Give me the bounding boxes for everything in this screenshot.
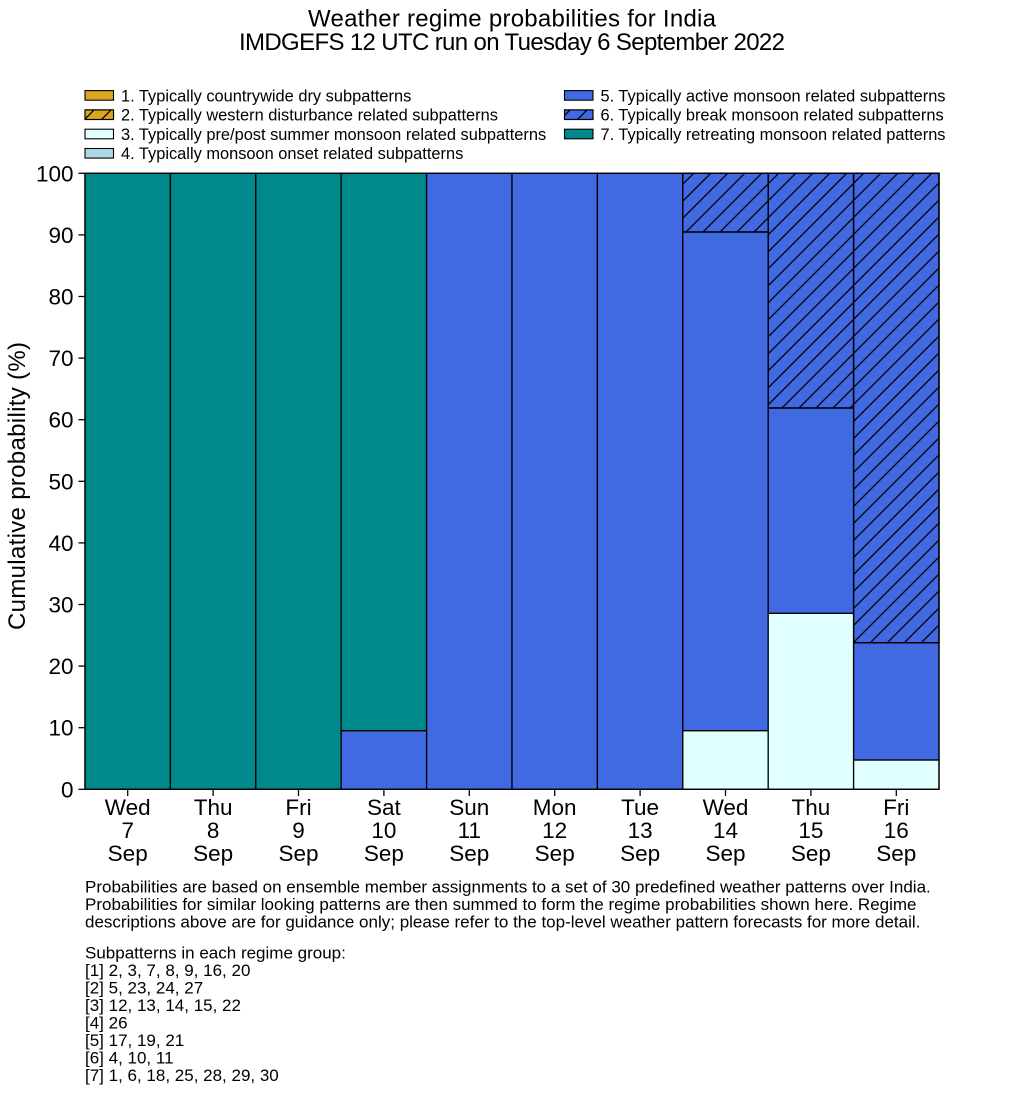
svg-text:Weather regime probabilities f: Weather regime probabilities for India (308, 6, 717, 33)
svg-text:[1] 2, 3, 7, 8, 9, 16, 20: [1] 2, 3, 7, 8, 9, 16, 20 (85, 961, 250, 980)
svg-text:[7] 1, 6, 18, 25, 28, 29, 30: [7] 1, 6, 18, 25, 28, 29, 30 (85, 1066, 279, 1085)
svg-text:8: 8 (207, 818, 220, 843)
svg-text:Sat: Sat (367, 795, 402, 820)
svg-text:50: 50 (48, 469, 73, 494)
svg-text:[4] 26: [4] 26 (85, 1013, 128, 1032)
svg-text:Sep: Sep (791, 841, 831, 866)
svg-text:9: 9 (292, 818, 305, 843)
svg-text:Wed: Wed (703, 795, 749, 820)
svg-text:12: 12 (542, 818, 567, 843)
svg-text:13: 13 (628, 818, 653, 843)
svg-text:Sun: Sun (449, 795, 489, 820)
svg-text:20: 20 (48, 654, 73, 679)
svg-text:30: 30 (48, 593, 73, 618)
svg-text:Fri: Fri (883, 795, 909, 820)
svg-text:14: 14 (713, 818, 738, 843)
svg-text:60: 60 (48, 408, 73, 433)
svg-text:Sep: Sep (535, 841, 575, 866)
svg-text:[5] 17, 19, 21: [5] 17, 19, 21 (85, 1031, 184, 1050)
svg-text:Sep: Sep (449, 841, 489, 866)
svg-text:80: 80 (48, 285, 73, 310)
svg-text:10: 10 (48, 716, 73, 741)
svg-text:10: 10 (371, 818, 396, 843)
svg-text:Fri: Fri (285, 795, 311, 820)
svg-text:2. Typically western disturban: 2. Typically western disturbance related… (121, 107, 498, 125)
svg-text:Sep: Sep (193, 841, 233, 866)
svg-text:Probabilities are based on ens: Probabilities are based on ensemble memb… (85, 877, 931, 896)
svg-text:Mon: Mon (533, 795, 577, 820)
svg-text:Sep: Sep (705, 841, 745, 866)
svg-text:4. Typically monsoon onset rel: 4. Typically monsoon onset related subpa… (121, 145, 463, 163)
svg-text:Sep: Sep (620, 841, 660, 866)
svg-text:Wed: Wed (105, 795, 151, 820)
svg-text:[3] 12, 13, 14, 15, 22: [3] 12, 13, 14, 15, 22 (85, 996, 241, 1015)
svg-text:[6] 4, 10, 11: [6] 4, 10, 11 (85, 1048, 174, 1067)
svg-text:3. Typically pre/post summer m: 3. Typically pre/post summer monsoon rel… (121, 126, 546, 144)
svg-text:Probabilities for similar look: Probabilities for similar looking patter… (85, 895, 917, 914)
svg-text:6. Typically break monsoon rel: 6. Typically break monsoon related subpa… (601, 107, 944, 125)
svg-text:Sep: Sep (876, 841, 916, 866)
svg-text:Subpatterns in each regime gro: Subpatterns in each regime group: (85, 943, 346, 962)
svg-text:40: 40 (48, 531, 73, 556)
svg-text:Cumulative probability (%): Cumulative probability (%) (4, 342, 31, 630)
svg-text:Sep: Sep (278, 841, 318, 866)
svg-text:1. Typically countrywide dry s: 1. Typically countrywide dry subpatterns (121, 87, 411, 105)
svg-text:70: 70 (48, 346, 73, 371)
svg-text:Thu: Thu (194, 795, 233, 820)
svg-text:11: 11 (458, 818, 481, 843)
svg-text:15: 15 (798, 818, 823, 843)
svg-text:Sep: Sep (108, 841, 148, 866)
svg-text:7: 7 (121, 818, 134, 843)
svg-text:Tue: Tue (621, 795, 659, 820)
svg-text:[2] 5, 23, 24, 27: [2] 5, 23, 24, 27 (85, 978, 203, 997)
svg-text:5. Typically active monsoon re: 5. Typically active monsoon related subp… (601, 87, 946, 105)
svg-text:16: 16 (884, 818, 909, 843)
svg-text:0: 0 (61, 777, 74, 802)
svg-text:descriptions above are for gui: descriptions above are for guidance only… (85, 912, 920, 931)
svg-text:IMDGEFS 12 UTC run on Tuesday: IMDGEFS 12 UTC run on Tuesday 6 Septembe… (239, 29, 785, 56)
svg-text:Sep: Sep (364, 841, 404, 866)
svg-text:100: 100 (36, 161, 74, 186)
svg-text:7. Typically retreating monsoo: 7. Typically retreating monsoon related … (601, 126, 946, 144)
svg-text:Thu: Thu (792, 795, 831, 820)
svg-text:90: 90 (48, 223, 73, 248)
